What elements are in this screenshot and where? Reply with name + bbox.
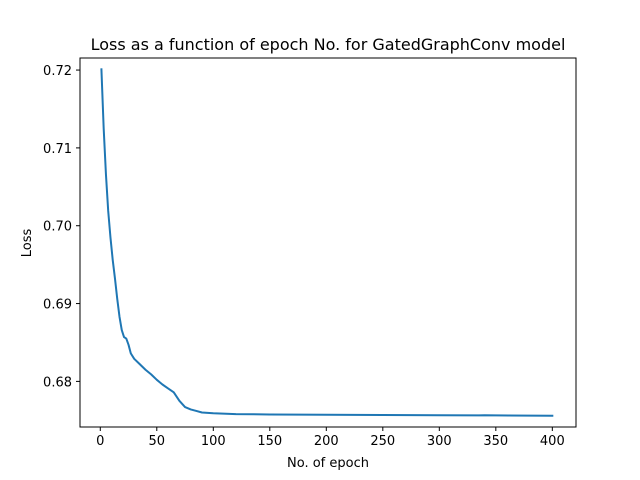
y-tick-label: 0.68 (43, 375, 72, 390)
x-tick-label: 400 (540, 434, 565, 449)
x-tick-label: 0 (96, 434, 104, 449)
x-tick-label: 300 (427, 434, 452, 449)
y-tick-label: 0.70 (43, 220, 72, 235)
y-tick-label: 0.71 (43, 142, 72, 157)
y-axis-label: Loss (20, 229, 35, 258)
chart-title: Loss as a function of epoch No. for Gate… (91, 35, 566, 54)
y-tick-label: 0.69 (43, 298, 72, 313)
x-axis-ticks: 0 50 100 150 200 250 300 350 400 (96, 427, 565, 449)
x-tick-label: 150 (257, 434, 282, 449)
x-tick-label: 200 (314, 434, 339, 449)
x-tick-label: 250 (370, 434, 395, 449)
plot-area (100, 68, 554, 417)
x-tick-label: 100 (201, 434, 226, 449)
x-tick-label: 350 (483, 434, 508, 449)
y-axis-ticks: 0.68 0.69 0.70 0.71 0.72 (43, 64, 80, 390)
x-axis-label: No. of epoch (287, 456, 369, 471)
x-tick-label: 50 (149, 434, 166, 449)
loss-series-line (100, 68, 554, 417)
y-tick-label: 0.72 (43, 64, 72, 79)
axes-frame (79, 57, 577, 428)
